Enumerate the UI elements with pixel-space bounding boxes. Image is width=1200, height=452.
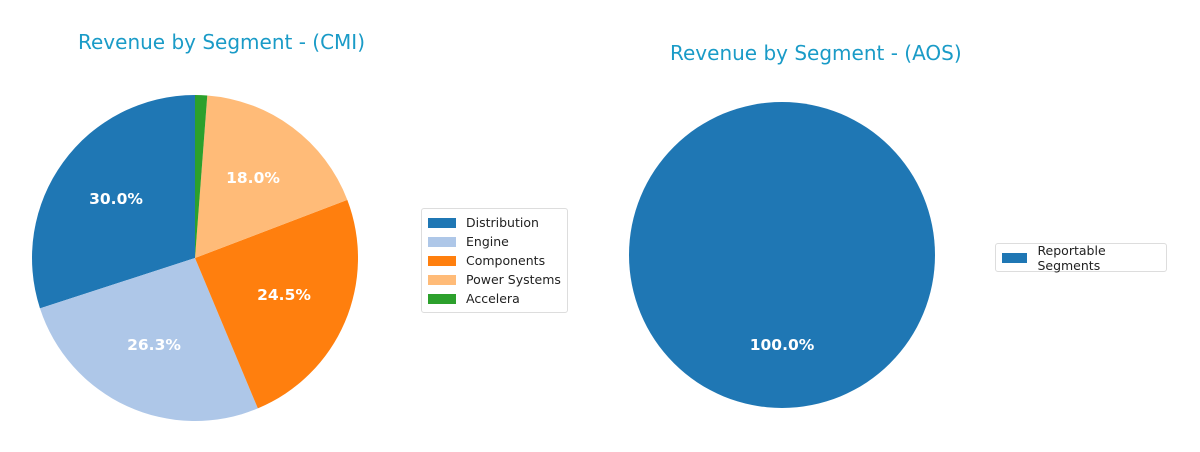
legend-label: Components [466,253,546,268]
pie-slice-components [195,199,358,409]
slice-label-engine: 26.3% [127,336,181,354]
pie-slice-power-systems [195,95,348,258]
legend-item-accelera: Accelera [428,289,561,308]
pie-slice [629,102,935,408]
swatch-icon [1002,252,1028,263]
legend-label: Engine [466,234,509,249]
pie-slice-engine [39,258,258,421]
legend-item-power-systems: Power Systems [428,270,561,289]
legend-label: Distribution [466,215,539,230]
pie-aos [629,102,935,408]
legend-label: Power Systems [466,272,561,287]
slice-label-power-systems: 18.0% [226,169,280,187]
legend-label: Reportable Segments [1037,242,1106,273]
chart-title-aos: Revenue by Segment - (AOS) [670,41,962,65]
swatch-icon [428,255,456,266]
chart-title-cmi: Revenue by Segment - (CMI) [78,30,366,54]
legend-item-distribution: Distribution [428,213,561,232]
legend-label: Accelera [466,291,520,306]
pie-slice-accelera [195,95,208,258]
pie-slice-distribution [32,95,196,309]
swatch-icon [428,236,456,247]
legend-item-components: Components [428,251,561,270]
legend-aos: Reportable Segments [995,243,1167,273]
slice-label-reportable-segments: 100.0% [750,336,815,354]
legend-item-reportable-segments: Reportable Segments [1002,243,1160,273]
slice-label-distribution: 30.0% [89,190,143,208]
swatch-icon [428,217,456,228]
legend-cmi: Distribution Engine Components Power Sys… [421,208,568,313]
swatch-icon [428,274,456,285]
slice-label-components: 24.5% [257,286,311,304]
pie-cmi [32,95,358,421]
legend-item-engine: Engine [428,232,561,251]
swatch-icon [428,293,456,304]
